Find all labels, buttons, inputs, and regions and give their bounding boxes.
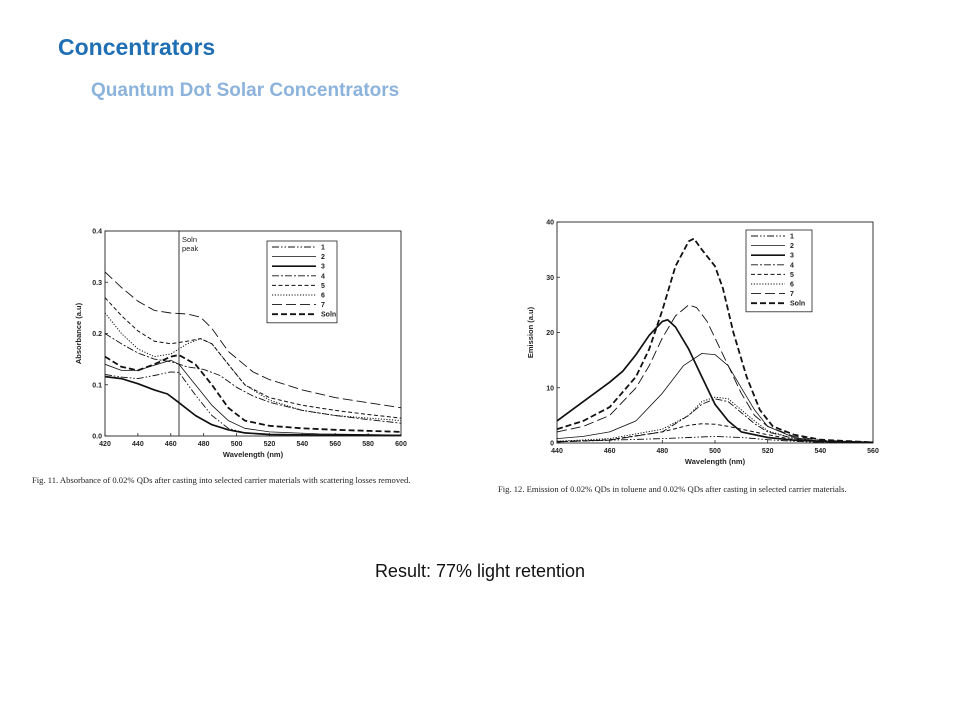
series-line-5 (557, 423, 873, 443)
x-tick-label: 520 (762, 448, 774, 455)
x-tick-label: 500 (709, 448, 721, 455)
series-line-6 (557, 396, 873, 443)
legend-label: 1 (321, 245, 325, 252)
x-tick-label: 480 (198, 441, 210, 448)
x-axis-label: Wavelength (nm) (223, 450, 284, 459)
x-tick-label: 460 (604, 448, 616, 455)
legend-label: 7 (790, 291, 794, 298)
series-line-soln (105, 354, 401, 433)
legend-label: 2 (321, 254, 325, 261)
legend-label: 1 (790, 234, 794, 241)
legend-box (266, 240, 338, 324)
legend-label: Soln (321, 312, 336, 319)
series-line-1 (105, 371, 401, 436)
y-axis-label: Absorbance (a.u) (74, 302, 83, 364)
y-tick-label: 0.3 (92, 280, 102, 287)
series-line-3 (105, 375, 401, 436)
y-tick-label: 0.4 (92, 229, 102, 236)
series-line-7 (105, 271, 401, 409)
legend-label: 3 (790, 253, 794, 260)
series-line-7 (557, 304, 873, 443)
legend-label: 4 (321, 273, 325, 280)
x-tick-label: 540 (814, 448, 826, 455)
legend-label: 6 (321, 293, 325, 300)
emission-figure: 440 460 480 500 520 540 560 0 10 20 30 40 Wavelength… (522, 212, 890, 474)
x-tick-label: 500 (231, 441, 243, 448)
y-tick-label: 20 (546, 330, 554, 337)
x-tick-label: 420 (99, 441, 111, 448)
legend-label: 5 (321, 283, 325, 290)
y-tick-label: 0.2 (92, 331, 102, 338)
emission-caption: Fig. 12. Emission of 0.02% QDs in toluen… (498, 484, 847, 494)
y-tick-label: 10 (546, 385, 554, 392)
legend-label: 7 (321, 302, 325, 309)
x-tick-label: 600 (395, 441, 407, 448)
y-tick-label: 0 (550, 441, 554, 448)
x-tick-label: 540 (296, 441, 308, 448)
x-tick-label: 440 (551, 448, 563, 455)
series-line-4 (105, 333, 401, 424)
slide-title: Concentrators (58, 34, 216, 60)
series-line-5 (105, 297, 401, 419)
legend-label: 4 (790, 262, 794, 269)
slide-subtitle: Quantum Dot Solar Concentrators (91, 80, 400, 101)
x-tick-label: 560 (329, 441, 341, 448)
absorbance-figure: 420 440 460 480 500 520 540 560 580 600 0.0 0.1 0.2 0… (70, 218, 410, 468)
legend-label: 6 (790, 282, 794, 289)
x-axis-label: Wavelength (nm) (685, 457, 746, 466)
series-line-1 (557, 435, 873, 443)
x-tick-label: 560 (867, 448, 879, 455)
soln-peak-annotation: peak (182, 244, 199, 253)
y-tick-label: 0.0 (92, 434, 102, 441)
absorbance-chart: 420 440 460 480 500 520 540 560 580 600 0.0 0.1 0.2 0… (74, 229, 407, 460)
series-line-3 (557, 318, 873, 443)
y-tick-label: 40 (546, 220, 554, 227)
x-tick-label: 580 (362, 441, 374, 448)
x-tick-label: 480 (656, 448, 668, 455)
legend-label: Soln (790, 301, 805, 308)
y-tick-label: 0.1 (92, 382, 102, 389)
x-tick-label: 520 (264, 441, 276, 448)
plot-frame (556, 221, 874, 444)
legend-label: 5 (790, 272, 794, 279)
x-tick-label: 460 (165, 441, 177, 448)
series-line-2 (557, 353, 873, 443)
legend-box (745, 229, 813, 313)
legend-label: 3 (321, 264, 325, 271)
y-axis-label: Emission (a.u) (526, 306, 535, 358)
result-text: Result: 77% light retention (374, 561, 586, 581)
absorbance-caption: Fig. 11. Absorbance of 0.02% QDs after c… (32, 475, 411, 485)
y-tick-label: 30 (546, 275, 554, 282)
series-line-soln (557, 237, 873, 443)
plot-frame (104, 230, 402, 437)
legend-label: 2 (790, 243, 794, 250)
x-tick-label: 440 (132, 441, 144, 448)
series-line-6 (105, 312, 401, 422)
emission-chart: 440 460 480 500 520 540 560 0 10 20 30 40 Wavelength… (526, 220, 879, 467)
soln-peak-annotation: Soln (182, 235, 197, 244)
